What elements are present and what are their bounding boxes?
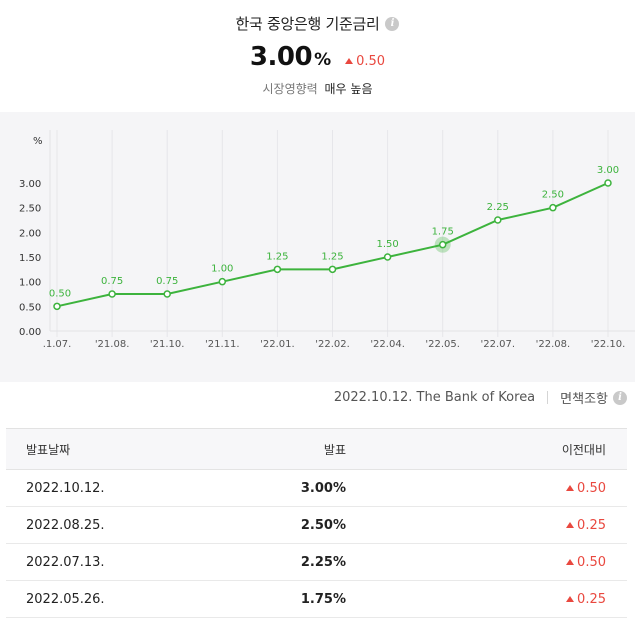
current-rate: 3.00 (249, 42, 313, 72)
x-tick-label: '21.08. (95, 339, 130, 350)
data-label: 0.50 (49, 288, 71, 299)
value-row: 3.00 % 0.50 (0, 42, 635, 72)
data-label: 2.25 (487, 202, 509, 213)
data-point (328, 265, 337, 274)
y-tick-label: 3.00 (19, 179, 41, 190)
row-change-value: 0.25 (577, 591, 606, 607)
x-tick-label: '22.08. (536, 339, 571, 350)
data-point (53, 302, 61, 311)
row-change-value: 0.25 (577, 517, 606, 533)
x-tick-label: '22.10. (591, 339, 626, 350)
rate-unit: % (314, 50, 332, 70)
data-point (273, 265, 282, 274)
data-label: 3.00 (597, 165, 619, 176)
rate-change: 0.50 (345, 54, 385, 69)
row-value: 2.25% (300, 554, 346, 570)
info-icon[interactable]: i (385, 16, 400, 31)
data-label: 0.75 (156, 276, 178, 287)
indicator-title: 한국 중앙은행 기준금리 (235, 15, 380, 33)
x-tick-label: .1.07. (43, 339, 72, 350)
row-value: 1.75% (300, 591, 346, 607)
market-impact: 시장영향력 매우 높음 (0, 80, 635, 97)
row-date: 2022.05.26. (26, 591, 105, 607)
source-text: 2022.10.12. The Bank of Korea (333, 390, 536, 405)
x-tick-label: '22.01. (260, 339, 295, 350)
data-point (218, 277, 227, 286)
x-tick-label: '22.05. (425, 339, 460, 350)
up-triangle-icon (566, 595, 575, 602)
y-tick-label: 0.50 (19, 302, 41, 313)
row-value: 2.50% (300, 517, 346, 533)
line-chart: % 3.00 2.50 2.00 1.50 1.00 0.50 0.00.1.07. '21.0… (19, 130, 635, 350)
up-triangle-icon (566, 558, 575, 565)
rate-chart: % 3.00 2.50 2.00 1.50 1.00 0.50 0.00.1.07. '21.0… (0, 112, 635, 382)
row-change-value: 0.50 (577, 554, 606, 570)
y-tick-label: 2.00 (19, 228, 41, 239)
header-value: 발표 (323, 442, 346, 457)
title-row: 한국 중앙은행 기준금리 i (0, 13, 635, 34)
disclaimer-link[interactable]: 면책조항 (560, 392, 608, 407)
row-date: 2022.10.12. (26, 480, 105, 496)
x-tick-label: '22.02. (315, 339, 350, 350)
table-row: 2022.10.12. 3.00% 0.50 (6, 470, 627, 507)
y-tick-label: 2.50 (19, 204, 41, 215)
data-label: 0.75 (101, 276, 123, 287)
row-change: 0.50 (346, 481, 627, 496)
data-label: 1.50 (376, 239, 398, 250)
row-change: 0.25 (346, 518, 627, 533)
row-date: 2022.07.13. (26, 554, 105, 570)
table-row: 2022.05.26. 1.75% 0.25 (6, 581, 627, 618)
table-row: 2022.07.13. 2.25% 0.50 (6, 544, 627, 581)
row-change: 0.50 (346, 555, 627, 570)
divider (547, 391, 549, 404)
rate-header: 한국 중앙은행 기준금리 i 3.00 % 0.50 시장영향력 매우 높음 (0, 0, 635, 112)
row-value: 3.00% (300, 480, 346, 496)
y-tick-label: 1.50 (19, 253, 41, 264)
data-point (604, 179, 612, 187)
source-row: 2022.10.12. The Bank of Korea 면책조항 i (334, 388, 627, 407)
table-header: 발표날짜 발표 이전대비 (6, 429, 627, 470)
data-label: 1.00 (211, 264, 233, 275)
data-point (163, 290, 171, 298)
up-triangle-icon (566, 521, 575, 528)
up-triangle-icon (566, 484, 575, 491)
market-impact-label: 시장영향력 (262, 82, 318, 96)
info-icon[interactable]: i (613, 390, 627, 405)
row-change: 0.25 (346, 592, 627, 607)
data-point (383, 253, 392, 261)
rate-change-value: 0.50 (356, 54, 386, 69)
data-point (494, 216, 502, 224)
y-axis-unit: % (33, 136, 43, 147)
row-change-value: 0.50 (577, 480, 606, 496)
x-tick-label: '21.11. (205, 339, 240, 350)
data-label: 1.75 (432, 227, 454, 238)
x-tick-label: '21.10. (150, 339, 185, 350)
market-impact-value: 매우 높음 (324, 82, 373, 96)
data-label: 2.50 (542, 190, 564, 201)
data-point (438, 240, 447, 249)
table-row: 2022.08.25. 2.50% 0.25 (6, 507, 627, 544)
x-tick-label: '22.07. (481, 339, 516, 350)
y-tick-label: 1.00 (19, 278, 41, 289)
data-point (549, 203, 557, 212)
up-triangle-icon (345, 58, 354, 64)
row-date: 2022.08.25. (26, 517, 105, 533)
data-label: 1.25 (266, 251, 288, 262)
header-change: 이전대비 (561, 442, 606, 457)
x-tick-label: '22.04. (370, 339, 405, 350)
y-tick-label: 0.00 (19, 327, 41, 338)
header-date: 발표날짜 (26, 442, 71, 457)
announcement-table: 발표날짜 발표 이전대비 2022.10.12. 3.00% 0.50 2022… (6, 428, 627, 618)
data-label: 1.25 (321, 251, 343, 262)
data-point (108, 290, 116, 298)
